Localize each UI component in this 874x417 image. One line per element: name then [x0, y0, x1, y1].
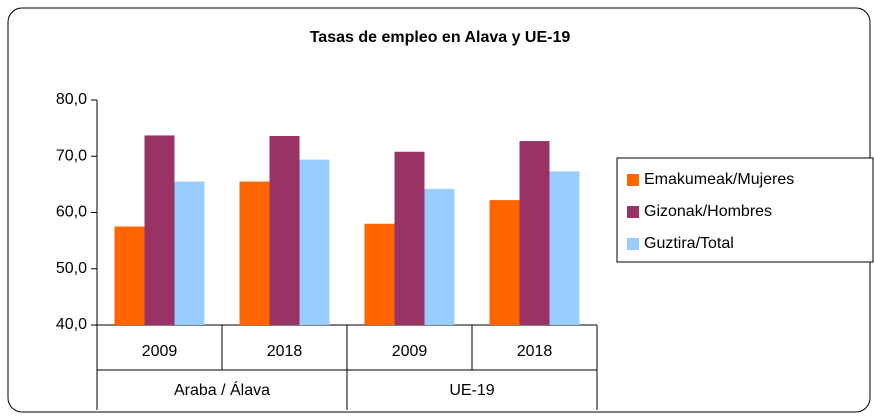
x-tick-label: 2009	[142, 343, 178, 360]
group-label: Araba / Álava	[174, 380, 270, 399]
bar	[174, 181, 205, 325]
bar	[364, 223, 395, 325]
bar	[239, 181, 270, 325]
y-tick-label: 40,0	[56, 316, 87, 333]
bar	[489, 200, 520, 325]
y-tick-label: 70,0	[56, 147, 87, 164]
legend-label: Gizonak/Hombres	[644, 203, 772, 220]
y-tick-label: 50,0	[56, 260, 87, 277]
bar	[269, 136, 300, 325]
bar	[549, 171, 580, 325]
bar	[114, 226, 145, 325]
x-tick-label: 2009	[392, 343, 428, 360]
chart-title: Tasas de empleo en Alava y UE-19	[310, 29, 571, 46]
bar	[394, 151, 425, 325]
group-label: UE-19	[449, 382, 494, 399]
y-tick-label: 80,0	[56, 91, 87, 108]
x-tick-label: 2018	[267, 343, 303, 360]
bar	[519, 141, 550, 325]
x-tick-label: 2018	[517, 343, 553, 360]
legend-label: Emakumeak/Mujeres	[644, 171, 794, 188]
bar	[299, 159, 330, 325]
legend-box	[616, 157, 874, 263]
legend-swatch	[627, 238, 639, 250]
legend-swatch	[627, 174, 639, 186]
bar	[144, 135, 175, 325]
bar	[424, 188, 455, 325]
y-tick-label: 60,0	[56, 204, 87, 221]
legend-label: Guztira/Total	[644, 235, 734, 252]
legend-swatch	[627, 206, 639, 218]
